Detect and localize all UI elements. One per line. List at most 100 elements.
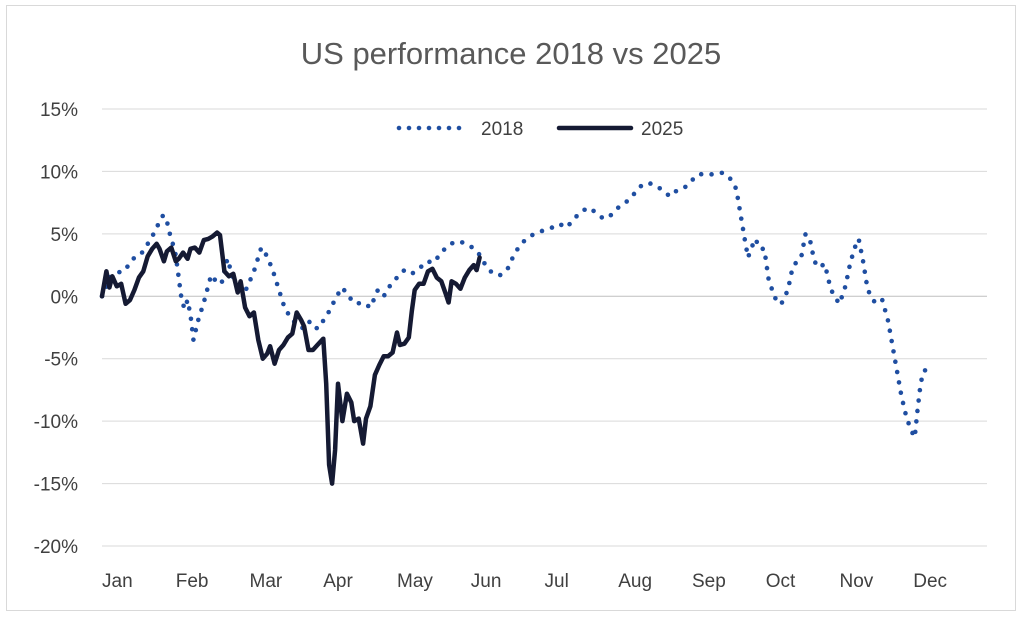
data-point	[912, 429, 918, 435]
data-point	[150, 232, 156, 237]
y-axis-ticks: 15% 10% 5% 0% -5% -10% -15% -20%	[34, 100, 78, 558]
data-point	[177, 282, 183, 288]
data-point	[690, 177, 696, 182]
data-point	[582, 207, 587, 213]
x-tick-label: Oct	[766, 571, 796, 592]
data-point	[285, 311, 291, 316]
x-tick-label: Sep	[692, 571, 726, 592]
data-point	[515, 247, 520, 252]
data-point	[733, 185, 738, 191]
data-point	[193, 327, 199, 333]
data-point	[189, 326, 195, 332]
data-point	[331, 300, 336, 306]
data-point	[559, 222, 564, 228]
data-point	[401, 268, 407, 273]
data-point	[835, 298, 840, 304]
data-point	[698, 171, 704, 177]
data-point	[858, 248, 864, 254]
data-point	[435, 255, 440, 261]
data-point	[207, 277, 213, 282]
data-point	[277, 291, 283, 297]
y-tick-label: 15%	[40, 100, 78, 121]
data-point	[801, 242, 806, 248]
y-tick-label: 10%	[40, 162, 78, 183]
data-point	[418, 264, 424, 269]
data-point	[871, 298, 877, 304]
x-tick-label: Aug	[618, 571, 652, 592]
data-point	[387, 283, 393, 289]
data-point	[482, 260, 487, 266]
data-point	[719, 170, 725, 176]
data-point	[820, 262, 825, 268]
legend-label-2018: 2018	[481, 119, 523, 140]
x-tick-label: Jan	[102, 571, 133, 592]
data-point	[204, 287, 210, 292]
data-point	[657, 185, 663, 191]
data-point	[773, 295, 778, 301]
data-point	[459, 240, 465, 245]
data-point	[683, 184, 688, 190]
data-point	[320, 318, 326, 324]
data-point	[673, 188, 679, 194]
data-point	[505, 265, 511, 271]
data-point	[469, 244, 474, 250]
x-tick-label: Apr	[323, 571, 353, 592]
data-point	[903, 410, 908, 416]
data-point	[764, 265, 770, 271]
data-point	[348, 296, 353, 301]
data-point	[599, 215, 605, 220]
data-point	[196, 317, 201, 323]
data-point	[371, 298, 376, 303]
data-point	[488, 269, 494, 274]
data-point	[510, 256, 515, 261]
data-point	[252, 267, 257, 272]
line-chart: US performance 2018 vs 2025 15% 10% 5% 0% -5…	[34, 36, 987, 592]
data-point	[530, 232, 535, 238]
data-point	[638, 183, 644, 189]
data-point	[326, 309, 331, 315]
data-point	[889, 338, 894, 344]
data-point	[891, 349, 896, 354]
data-point	[860, 259, 866, 264]
data-point	[314, 325, 320, 331]
data-point	[258, 247, 263, 252]
data-point	[375, 288, 380, 293]
data-point	[766, 276, 771, 281]
data-point	[263, 252, 269, 257]
data-point	[248, 277, 253, 282]
data-point	[117, 269, 122, 275]
legend-label-2025: 2025	[641, 119, 683, 140]
data-point	[787, 280, 792, 286]
data-point	[184, 299, 190, 305]
data-point	[427, 259, 432, 265]
data-point	[202, 297, 207, 303]
data-point	[915, 408, 920, 414]
data-point	[864, 279, 869, 285]
data-point	[131, 256, 137, 261]
data-point	[727, 176, 733, 181]
data-point	[567, 221, 572, 227]
data-point	[839, 295, 844, 300]
data-point	[896, 380, 902, 385]
data-point	[307, 319, 312, 325]
data-point	[648, 181, 653, 186]
data-point	[155, 222, 161, 228]
x-tick-label: May	[397, 571, 433, 592]
data-point	[476, 251, 482, 257]
x-tick-label: Jul	[545, 571, 569, 592]
data-point	[866, 289, 872, 295]
data-point	[497, 272, 503, 278]
data-point	[356, 300, 362, 306]
series-2018-dots	[99, 170, 928, 436]
data-point	[845, 274, 850, 280]
data-point	[885, 318, 891, 323]
data-point	[898, 390, 904, 396]
data-point	[178, 293, 184, 298]
series-2025-line	[99, 230, 482, 486]
data-point	[271, 271, 277, 277]
x-tick-label: Feb	[176, 571, 209, 592]
data-point	[394, 275, 399, 281]
data-point	[186, 306, 192, 311]
data-point	[744, 247, 749, 252]
data-point	[852, 244, 858, 249]
